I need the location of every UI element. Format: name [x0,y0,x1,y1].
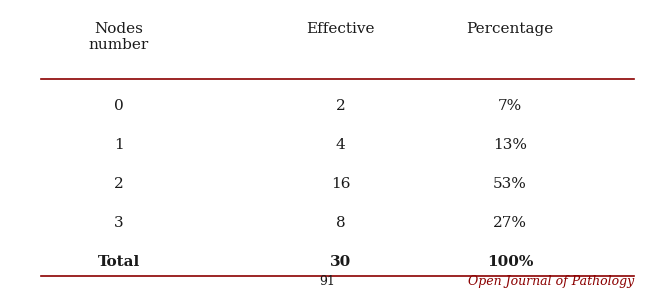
Text: 13%: 13% [493,138,527,152]
Text: 1: 1 [114,138,124,152]
Text: Nodes
number: Nodes number [88,22,149,52]
Text: 2: 2 [114,177,124,191]
Text: 27%: 27% [493,216,527,230]
Text: 0: 0 [114,98,124,112]
Text: 91: 91 [320,275,335,288]
Text: Total: Total [98,255,140,269]
Text: 8: 8 [336,216,345,230]
Text: Percentage: Percentage [466,22,553,36]
Text: 7%: 7% [498,98,522,112]
Text: 2: 2 [335,98,345,112]
Text: 53%: 53% [493,177,527,191]
Text: 3: 3 [114,216,124,230]
Text: 16: 16 [331,177,350,191]
Text: Effective: Effective [307,22,375,36]
Text: Open Journal of Pathology: Open Journal of Pathology [468,275,634,288]
Text: 30: 30 [330,255,351,269]
Text: 100%: 100% [487,255,533,269]
Text: 4: 4 [335,138,345,152]
